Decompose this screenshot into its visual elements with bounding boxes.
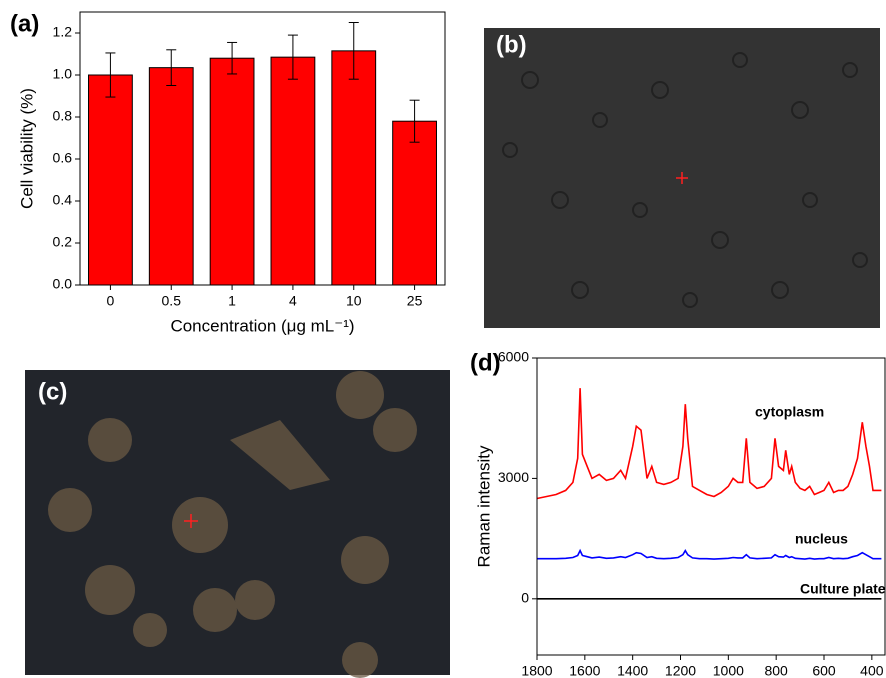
series-line [537,388,881,498]
x-tick-label: 800 [764,663,788,678]
bar [89,75,133,285]
y-tick-label: 0.8 [53,108,73,124]
x-tick-label: 1000 [713,663,744,678]
y-tick-label: 0.4 [53,192,73,208]
bar [149,68,193,285]
y-axis-label: Raman intensity [474,445,493,567]
axes-frame [80,12,445,285]
panel-label: (b) [496,31,527,58]
bar [271,57,315,285]
page: (b) (c) (a) Cell viability (%) Concentrati… [0,0,886,678]
y-tick-label: 1.0 [53,66,73,82]
y-tick-label: 0.6 [53,150,73,166]
x-tick-label: 1400 [617,663,648,678]
bar [393,121,437,285]
panel-label: (c) [38,378,67,405]
y-tick-label: 0.2 [53,234,73,250]
chart-title: (a) [10,10,39,37]
figure: (b) (c) (a) Cell viability (%) Concentrati… [0,0,886,678]
series-label: Culture plate [800,581,886,597]
x-tick-label: 0 [107,293,115,309]
y-tick-label: 0 [521,590,529,606]
x-tick-label: 0.5 [162,293,182,309]
image-c: (c) [25,370,450,678]
bar [210,58,254,285]
x-tick-label: 1 [228,293,236,309]
x-tick-label: 400 [860,663,884,678]
x-tick-label: 4 [289,293,297,309]
series-label: nucleus [795,531,848,547]
x-tick-label: 1200 [665,663,696,678]
x-tick-label: 600 [812,663,836,678]
x-tick-label: 25 [407,293,423,309]
x-axis-label: Concentration (μg mL⁻¹) [170,316,354,335]
y-tick-label: 6000 [498,349,529,365]
x-tick-label: 1800 [521,663,552,678]
y-axis-label: Cell viability (%) [17,88,36,209]
x-tick-label: 10 [346,293,362,309]
series-label: cytoplasm [755,404,824,420]
axes-frame [537,358,885,655]
bar [332,51,376,285]
x-tick-label: 1600 [569,663,600,678]
image-b: (b) [484,28,880,328]
y-tick-label: 0.0 [53,276,73,292]
y-tick-label: 1.2 [53,24,73,40]
series-line [537,551,881,560]
chart-title: (d) [470,349,501,376]
y-tick-label: 3000 [498,469,529,485]
